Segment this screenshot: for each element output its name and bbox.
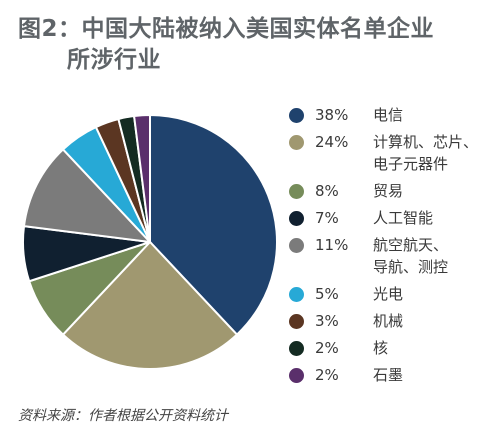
- pie-chart: [22, 113, 278, 370]
- legend-percent: 8%: [315, 182, 339, 200]
- legend-label: 电信: [373, 104, 489, 126]
- legend-item-1: 24% 计算机、芯片、 电子元器件: [289, 131, 489, 175]
- legend-label-line: 贸易: [373, 182, 404, 200]
- legend-label-line: 航空航天、: [373, 236, 449, 254]
- legend-label-line: 电子元器件: [373, 155, 449, 173]
- chart-title: 图2：中国大陆被纳入美国实体名单企业 所涉行业: [18, 14, 478, 76]
- legend-label-line: 机械: [373, 312, 404, 330]
- legend-percent: 5%: [315, 285, 339, 303]
- legend-swatch: [289, 238, 304, 253]
- legend-item-5: 5% 光电: [289, 283, 489, 305]
- legend-percent: 24%: [315, 133, 349, 151]
- legend-label: 机械: [373, 310, 489, 332]
- legend-item-0: 38% 电信: [289, 104, 489, 126]
- legend-label: 计算机、芯片、 电子元器件: [373, 131, 489, 175]
- legend-label: 核: [373, 337, 489, 359]
- legend-label-line: 核: [373, 339, 389, 357]
- legend-swatch: [289, 211, 304, 226]
- legend-percent: 2%: [315, 366, 339, 384]
- chart-legend: 38% 电信 24% 计算机、芯片、 电子元器件 8% 贸易 7% 人工智能 11% 航空航天、导航…: [289, 104, 489, 391]
- legend-label: 石墨: [373, 364, 489, 386]
- pie-slice-1: [61, 240, 239, 370]
- legend-percent: 2%: [315, 339, 339, 357]
- legend-label-line: 导航、测控: [373, 258, 449, 276]
- legend-label-line: 人工智能: [373, 209, 434, 227]
- legend-label-line: 光电: [373, 285, 404, 303]
- pie-slice-8: [132, 113, 151, 243]
- legend-swatch: [289, 135, 304, 150]
- legend-label: 光电: [373, 283, 489, 305]
- legend-swatch: [289, 108, 304, 123]
- pie-slice-0: [149, 113, 278, 336]
- legend-swatch: [289, 341, 304, 356]
- chart-title-line1: 图2：中国大陆被纳入美国实体名单企业: [18, 16, 435, 42]
- legend-label: 人工智能: [373, 207, 489, 229]
- legend-label-line: 石墨: [373, 366, 404, 384]
- legend-item-3: 7% 人工智能: [289, 207, 489, 229]
- legend-swatch: [289, 184, 304, 199]
- legend-label: 航空航天、导航、测控: [373, 234, 489, 278]
- legend-item-4: 11% 航空航天、导航、测控: [289, 234, 489, 278]
- legend-label: 贸易: [373, 180, 489, 202]
- legend-percent: 7%: [315, 209, 339, 227]
- pie-slice-4: [22, 148, 153, 244]
- chart-title-line2: 所涉行业: [67, 47, 161, 73]
- legend-percent: 38%: [315, 106, 349, 124]
- legend-item-6: 3% 机械: [289, 310, 489, 332]
- legend-swatch: [289, 287, 304, 302]
- legend-percent: 11%: [315, 236, 349, 254]
- legend-percent: 3%: [315, 312, 339, 330]
- legend-label-line: 计算机、芯片、: [373, 133, 479, 151]
- legend-item-2: 8% 贸易: [289, 180, 489, 202]
- source-note: 资料来源：作者根据公开资料统计: [18, 408, 228, 424]
- legend-swatch: [289, 368, 304, 383]
- legend-item-7: 2% 核: [289, 337, 489, 359]
- legend-label-line: 电信: [373, 106, 404, 124]
- legend-item-8: 2% 石墨: [289, 364, 489, 386]
- legend-swatch: [289, 314, 304, 329]
